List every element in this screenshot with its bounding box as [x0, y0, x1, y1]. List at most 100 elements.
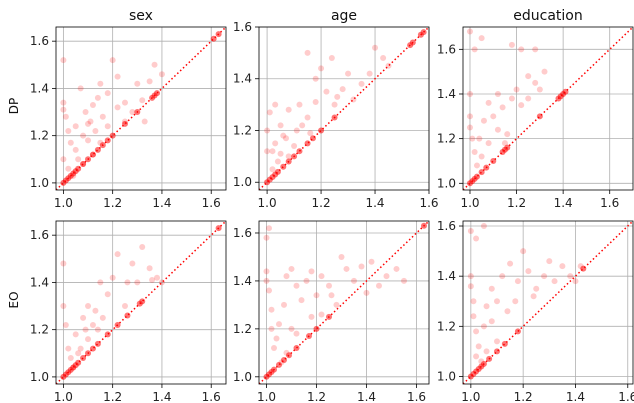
scatter-point [541, 68, 548, 75]
identity-line [56, 27, 226, 190]
x-tick-label: 1.6 [407, 390, 426, 403]
diagonal-point [478, 169, 485, 176]
scatter-point [483, 348, 490, 355]
scatter-point [518, 46, 525, 53]
scatter-point [146, 78, 153, 85]
scatter-point [114, 251, 121, 258]
scatter-point [94, 94, 101, 101]
scatter-point [158, 71, 165, 78]
scatter-point [67, 355, 74, 362]
scatter-point [307, 130, 314, 137]
scatter-point [466, 90, 473, 97]
scatter-point [134, 279, 141, 286]
scatter-point [308, 268, 315, 275]
scatter-point [312, 99, 319, 106]
scatter-point [488, 318, 495, 325]
scatter-point [151, 61, 158, 68]
scatter-point [121, 99, 128, 106]
axes-frame [258, 26, 430, 191]
x-tick-label: 1.2 [514, 390, 533, 403]
panels: 1.0 1.2 1.4 1.6 1.0 1.2 1.4 1.6 1.0 1.2 1.4 1.6 1.0 1… [30, 20, 634, 403]
scatter-point [304, 114, 311, 121]
y-tick-label: 1.6 [30, 34, 49, 48]
scatter-point [504, 308, 511, 315]
scatter-point [530, 293, 537, 300]
scatter-point [363, 289, 370, 296]
scatter-point [318, 273, 325, 280]
axes-frame [462, 220, 634, 385]
scatter-point [60, 260, 67, 267]
scatter-point [99, 314, 106, 321]
scatter-point [508, 95, 515, 102]
identity-line [56, 221, 226, 384]
scatter-point [358, 263, 365, 270]
scatter-point [60, 106, 67, 113]
scatter-point [269, 148, 276, 155]
scatter-point [67, 139, 74, 146]
scatter-point [288, 265, 295, 272]
x-tick-label: 1.4 [554, 196, 573, 210]
scatter-point [525, 268, 532, 275]
scatter-point [104, 291, 111, 298]
scatter-point [85, 336, 92, 343]
scatter-point [85, 137, 92, 144]
scatter-point [559, 263, 566, 270]
axes-frame [55, 220, 227, 385]
scatter-panel-1: 1.0 1.2 1.4 1.6 1.0 1.2 1.4 1.6 [30, 26, 227, 210]
scatter-point [470, 298, 477, 305]
row-label-dp: DP [7, 98, 21, 114]
scatter-point [494, 298, 500, 305]
scatter-point [376, 282, 382, 289]
scatter-point [525, 73, 532, 80]
scatter-point [338, 253, 345, 260]
scatter-point [299, 122, 306, 129]
scatter-point [97, 80, 104, 87]
x-tick-label: 1.0 [460, 196, 479, 210]
x-tick-label: 1.2 [507, 196, 526, 210]
y-tick-label: 1.0 [30, 176, 49, 190]
scatter-point [285, 106, 292, 113]
x-tick-label: 1.2 [312, 196, 331, 210]
identity-line [463, 221, 633, 384]
scatter-point [149, 277, 156, 284]
scatter-point [272, 140, 279, 147]
axes-frame [462, 26, 634, 191]
scatter-panel-4: 1.0 1.2 1.4 1.6 1.0 1.2 1.4 1.6 [30, 220, 227, 403]
scatter-point [520, 248, 527, 255]
y-tick-label: 1.6 [437, 219, 456, 233]
diagonal-point [293, 345, 300, 352]
scatter-point [532, 46, 539, 53]
scatter-point [473, 353, 480, 360]
scatter-point [293, 330, 300, 337]
y-tick-label: 1.0 [233, 370, 252, 384]
panel-data [56, 221, 226, 384]
scatter-point [283, 273, 290, 280]
scatter-point [546, 258, 553, 265]
scatter-point [266, 225, 272, 232]
x-tick-label: 1.4 [152, 390, 171, 403]
scatter-point [277, 122, 284, 129]
x-tick-label: 1.6 [600, 196, 619, 210]
scatter-point [60, 99, 67, 106]
scatter-point [269, 166, 276, 173]
scatter-point [513, 86, 520, 93]
scatter-point [293, 127, 300, 134]
y-tick-label: 1.4 [30, 275, 49, 289]
diagonal-point [75, 165, 82, 172]
scatter-point [72, 123, 79, 130]
scatter-point [525, 95, 532, 102]
scatter-point [469, 135, 476, 142]
column-title-education: education [513, 8, 582, 24]
scatter-point [345, 70, 352, 77]
scatter-point [343, 265, 350, 272]
y-tick-label: 1.0 [437, 176, 456, 190]
scatter-point [473, 328, 480, 335]
column-title-age: age [331, 8, 357, 24]
scatter-point [268, 306, 275, 313]
diagonal-point [281, 357, 287, 364]
scatter-point [272, 101, 279, 108]
scatter-point [75, 350, 82, 357]
scatter-point [467, 273, 474, 280]
scatter-point [121, 303, 128, 310]
y-tick-label: 1.6 [30, 228, 49, 242]
